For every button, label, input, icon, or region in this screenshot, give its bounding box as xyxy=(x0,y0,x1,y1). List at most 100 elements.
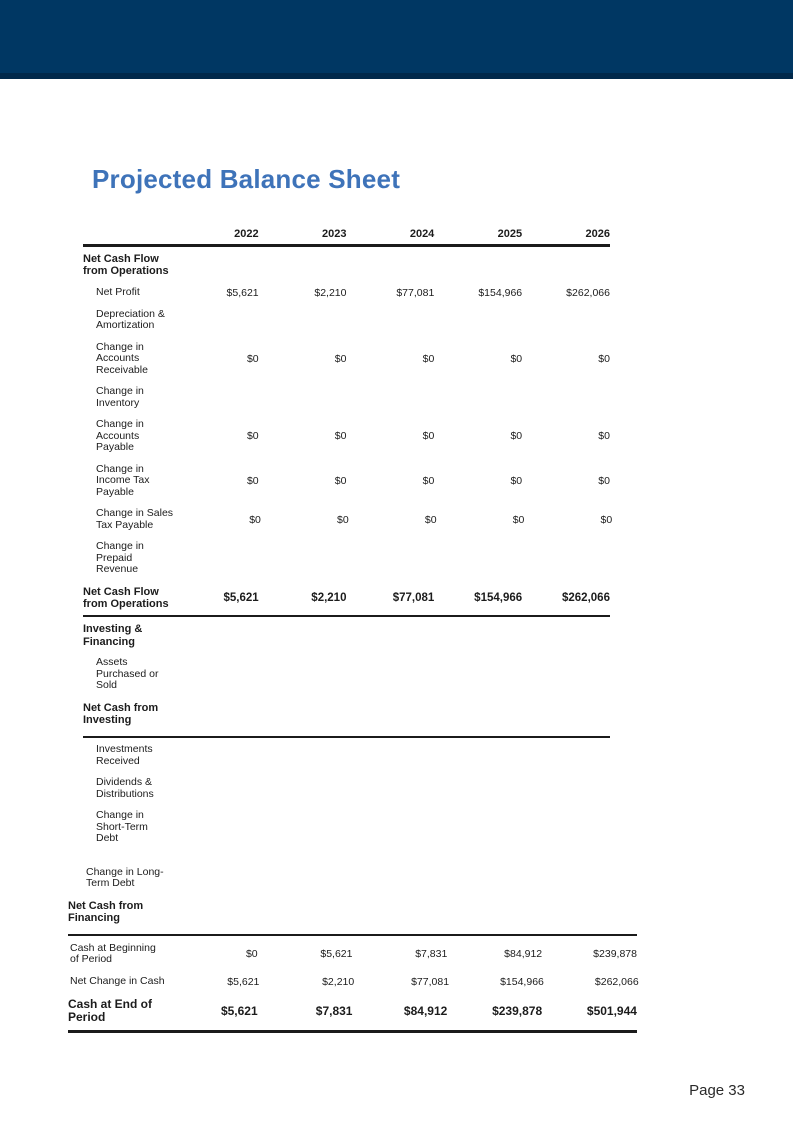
cell-value: $0 xyxy=(512,513,525,526)
row-label: Net Cash Flow from Operations xyxy=(83,585,169,611)
cell-value: $0 xyxy=(334,430,347,443)
cell-value: $262,066 xyxy=(562,592,610,604)
cell-value: $5,621 xyxy=(223,592,259,604)
year-header-cell: 2024 xyxy=(409,228,435,240)
cell-value: $501,944 xyxy=(586,1004,637,1018)
table-row: Change in Long- Term Debt xyxy=(83,865,610,890)
table-row: Change in Accounts Receivable $0 $0 $0 $0 $0 xyxy=(83,340,610,377)
year-header-spacer xyxy=(83,228,171,240)
row-label: Net Cash from Financing xyxy=(68,899,144,925)
row-label: Investments Received xyxy=(96,743,153,767)
cell-value: $7,831 xyxy=(415,948,448,960)
cell-value: $0 xyxy=(334,474,347,487)
cell-value: $0 xyxy=(510,352,523,365)
table-row: Change in Accounts Payable $0 $0 $0 $0 $0 xyxy=(83,418,610,454)
cell-value: $239,878 xyxy=(492,1004,543,1018)
table-row: Net Cash from Financing xyxy=(68,900,637,925)
table-row: Change in Prepaid Revenue xyxy=(83,540,610,576)
cell-value: $7,831 xyxy=(315,1004,353,1018)
cell-value: $0 xyxy=(246,474,259,487)
year-header-row: 2022 2023 2024 2025 2026 xyxy=(83,228,610,240)
cell-value: $0 xyxy=(246,430,259,443)
row-label: Change in Short-Term Debt xyxy=(96,809,148,844)
table-row: Net Profit $5,621 $2,210 $77,081 $154,966 $26… xyxy=(83,285,610,299)
page-title: Projected Balance Sheet xyxy=(92,164,401,194)
cell-value: $0 xyxy=(510,430,523,443)
cell-value: $77,081 xyxy=(396,286,435,299)
cell-value: $77,081 xyxy=(411,975,450,988)
row-label: Depreciation & Amortization xyxy=(96,307,165,331)
cell-value: $0 xyxy=(598,352,610,365)
cell-value: $0 xyxy=(246,352,259,365)
table-row: Net Cash Flow from Operations xyxy=(83,253,610,278)
table-row: Investments Received xyxy=(83,743,610,767)
cell-value: $84,912 xyxy=(403,1004,448,1018)
cell-value: $154,966 xyxy=(474,592,523,604)
cell-value: $0 xyxy=(422,430,435,443)
row-label: Change in Long- Term Debt xyxy=(86,865,164,889)
table-row: Cash at End of Period $5,621 $7,831 $84,912… xyxy=(68,996,637,1025)
cell-value: $0 xyxy=(600,513,613,526)
table-row: Depreciation & Amortization xyxy=(83,307,610,332)
cell-value: $0 xyxy=(249,513,261,526)
cell-value: $0 xyxy=(422,474,435,487)
row-label: Net Profit xyxy=(96,285,140,298)
cash-flow-table-upper: 2022 2023 2024 2025 2026 Net Cash Flow from … xyxy=(83,228,613,890)
table-row: Investing & Financing xyxy=(83,623,610,648)
cell-value: $77,081 xyxy=(392,592,435,604)
header-bar xyxy=(0,0,793,79)
cell-value: $5,621 xyxy=(320,948,353,960)
table-row: Change in Income Tax Payable $0 $0 $0 $0 $0 xyxy=(83,462,610,499)
row-label: Dividends & Distributions xyxy=(96,776,154,800)
cell-value: $5,621 xyxy=(220,1004,258,1018)
cell-value: $5,621 xyxy=(227,975,260,988)
table-row: Net Cash from Investing xyxy=(83,702,610,727)
year-header-cell: 2022 xyxy=(234,228,259,240)
table-row: Change in Inventory xyxy=(83,385,610,409)
year-header-cell: 2023 xyxy=(322,228,347,240)
cell-value: $0 xyxy=(337,513,349,526)
year-header-cell: 2025 xyxy=(497,228,523,240)
cell-value: $239,878 xyxy=(593,948,637,960)
cash-flow-table-lower: Net Cash from Financing Cash at Beginning… xyxy=(68,900,639,1033)
cell-value: $0 xyxy=(598,430,610,443)
cell-value: $2,210 xyxy=(314,286,347,299)
cell-value: $0 xyxy=(422,352,435,365)
table-rule xyxy=(68,1029,637,1033)
header-rule xyxy=(83,244,610,247)
cell-value: $5,621 xyxy=(226,286,259,299)
row-label: Net Cash from Investing xyxy=(83,701,159,727)
cell-value: $2,210 xyxy=(311,592,347,604)
table-rule xyxy=(83,614,610,617)
cell-value: $154,966 xyxy=(500,975,544,988)
cell-value: $2,210 xyxy=(322,975,355,988)
row-label: Net Cash Flow from Operations xyxy=(83,252,169,278)
page-number: Page 33 xyxy=(689,1082,745,1099)
row-label: Assets Purchased or Sold xyxy=(96,656,159,691)
cell-value: $0 xyxy=(510,474,523,487)
row-label: Change in Accounts Receivable xyxy=(96,340,148,376)
cell-value: $0 xyxy=(598,474,610,487)
row-label: Change in Income Tax Payable xyxy=(96,462,150,498)
table-row: Net Change in Cash $5,621 $2,210 $77,081 $15… xyxy=(68,974,639,988)
row-label: Cash at Beginning of Period xyxy=(70,941,156,965)
cash-flow-table: 2022 2023 2024 2025 2026 Net Cash Flow from … xyxy=(68,228,639,1033)
row-label: Change in Accounts Payable xyxy=(96,418,144,453)
table-row: Dividends & Distributions xyxy=(83,776,610,800)
table-rule xyxy=(68,933,637,936)
table-row: Net Cash Flow from Operations $5,621 $2,21… xyxy=(83,586,610,611)
cell-value: $0 xyxy=(334,352,347,365)
cell-value: $0 xyxy=(424,513,437,526)
cell-value: $84,912 xyxy=(504,948,543,960)
cell-value: $262,066 xyxy=(594,975,639,988)
row-label: Cash at End of Period xyxy=(68,996,153,1024)
table-rule xyxy=(83,735,610,738)
row-label: Change in Inventory xyxy=(96,385,144,409)
cell-value: $0 xyxy=(245,948,258,960)
row-label: Net Change in Cash xyxy=(70,974,165,987)
table-row: Cash at Beginning of Period $0 $5,621 $7,83… xyxy=(68,941,637,966)
table-row: Change in Short-Term Debt xyxy=(83,809,610,845)
table-row: Change in Sales Tax Payable $0 $0 $0 $0 $0 xyxy=(83,507,613,531)
table-row: Assets Purchased or Sold xyxy=(83,656,610,692)
